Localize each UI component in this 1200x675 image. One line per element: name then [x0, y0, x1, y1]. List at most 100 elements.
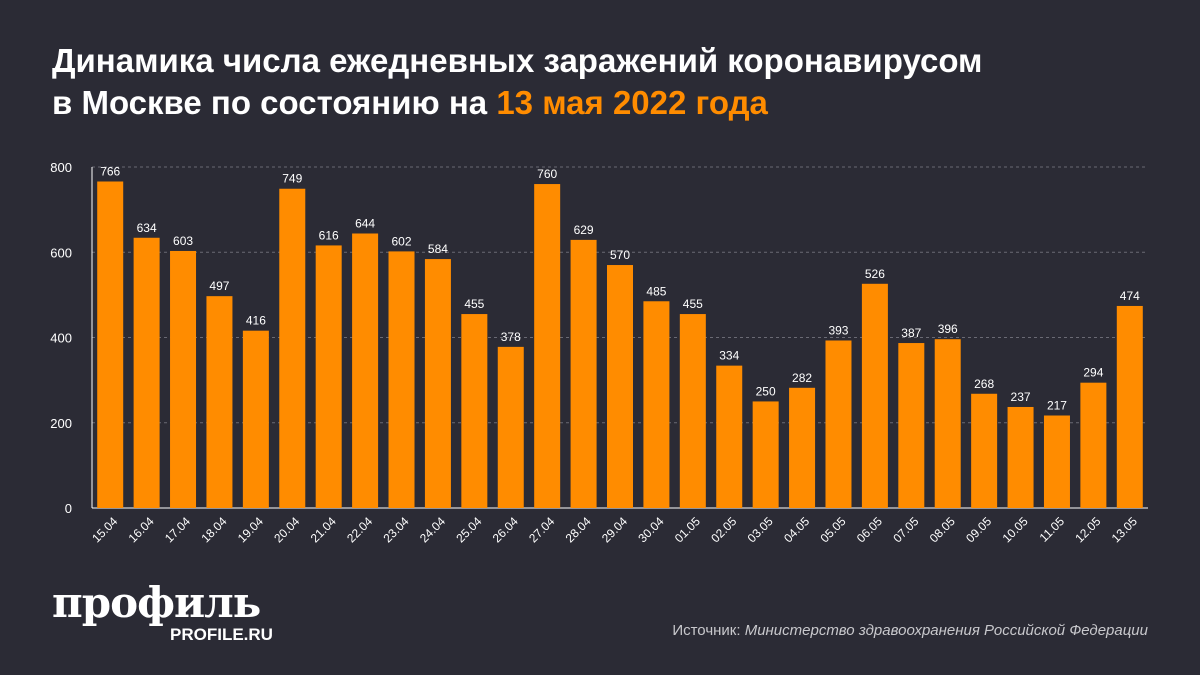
x-tick-label: 13.05 [1109, 514, 1140, 545]
data-label: 387 [901, 326, 921, 340]
title-line-1: Динамика числа ежедневных заражений коро… [52, 42, 983, 79]
data-label: 603 [173, 234, 193, 248]
x-tick-label: 11.05 [1037, 514, 1068, 545]
x-tick-label: 22.04 [344, 514, 375, 545]
source-label: Источник: [672, 622, 745, 639]
data-labels: 766 634 603 497 416 749 616 644 602 584 455 378 760 6… [100, 164, 1140, 412]
bar [570, 239, 597, 509]
x-tick-label: 29.04 [599, 514, 630, 545]
bar [133, 237, 160, 508]
bar [534, 184, 561, 509]
logo-url: PROFILE.RU [170, 625, 273, 644]
y-tick-label: 400 [50, 331, 72, 346]
x-tick-label: 21.04 [308, 514, 339, 545]
logo: профиль [52, 578, 261, 627]
bar [789, 387, 816, 508]
x-tick-label: 06.05 [854, 514, 885, 545]
bar [461, 314, 488, 508]
x-tick-label: 19.04 [235, 514, 266, 545]
data-label: 485 [646, 284, 666, 298]
bar [716, 365, 743, 508]
source-value: Министерство здравоохранения Российской … [744, 622, 1148, 639]
data-label: 217 [1047, 399, 1067, 413]
bar [971, 393, 998, 508]
x-tick-label: 16.04 [126, 514, 157, 545]
data-label: 497 [209, 279, 229, 293]
bar [607, 265, 633, 508]
bar [934, 339, 961, 508]
x-tick-label: 12.05 [1072, 514, 1103, 545]
y-axis: 0 200 400 600 800 [50, 160, 72, 516]
data-label: 396 [938, 322, 958, 336]
x-axis: 15.04 16.04 17.04 18.04 19.04 20.04 21.04 22.04… [89, 514, 1140, 545]
data-label: 760 [537, 167, 557, 181]
x-tick-label: 07.05 [890, 514, 921, 545]
data-label: 644 [355, 216, 375, 230]
data-label: 282 [792, 371, 812, 385]
bar [1116, 305, 1143, 508]
bar [242, 330, 269, 508]
data-label: 570 [610, 248, 630, 262]
y-tick-label: 600 [50, 245, 72, 260]
bar [861, 283, 888, 508]
y-tick-label: 0 [65, 501, 72, 516]
bar [170, 250, 197, 508]
data-label: 526 [865, 267, 885, 281]
data-label: 749 [282, 172, 302, 186]
x-tick-label: 17.04 [162, 514, 193, 545]
x-tick-label: 18.04 [198, 514, 229, 545]
source-note: Источник: Министерство здравоохранения Р… [672, 622, 1148, 639]
x-tick-label: 01.05 [672, 514, 703, 545]
bar [315, 245, 342, 508]
x-tick-label: 26.04 [490, 514, 521, 545]
x-tick-label: 10.05 [1000, 514, 1031, 545]
data-label: 294 [1083, 366, 1103, 380]
data-label: 378 [501, 330, 521, 344]
x-tick-label: 08.05 [927, 514, 958, 545]
y-tick-label: 800 [50, 160, 72, 175]
bar [206, 296, 233, 508]
data-label: 455 [683, 297, 703, 311]
bars [97, 181, 1143, 509]
x-tick-label: 15.04 [89, 514, 120, 545]
bar [97, 181, 124, 508]
chart-title: Динамика числа ежедневных заражений коро… [52, 40, 982, 124]
x-tick-label: 25.04 [453, 514, 484, 545]
title-line-2: в Москве по состоянию на [52, 84, 497, 121]
y-tick-label: 200 [50, 416, 72, 431]
x-tick-label: 04.05 [781, 514, 812, 545]
bar [1043, 415, 1070, 508]
x-tick-label: 24.04 [417, 514, 448, 545]
data-label: 474 [1120, 289, 1140, 303]
bar [352, 233, 379, 508]
bar [643, 301, 670, 508]
data-label: 250 [756, 384, 776, 398]
data-label: 602 [392, 234, 412, 248]
bar [752, 401, 779, 508]
x-tick-label: 20.04 [271, 514, 302, 545]
bar [279, 188, 306, 508]
bar [898, 343, 925, 508]
bar [424, 259, 451, 508]
x-tick-label: 02.05 [708, 514, 739, 545]
title-date: 13 мая 2022 года [496, 84, 768, 121]
x-tick-label: 03.05 [745, 514, 776, 545]
data-label: 334 [719, 349, 739, 363]
bar [825, 340, 852, 508]
x-tick-label: 09.05 [963, 514, 994, 545]
data-label: 766 [100, 164, 120, 178]
x-tick-label: 30.04 [635, 514, 666, 545]
x-tick-label: 28.04 [563, 514, 594, 545]
bar [388, 251, 415, 508]
x-tick-label: 23.04 [381, 514, 412, 545]
data-label: 455 [464, 297, 484, 311]
data-label: 268 [974, 377, 994, 391]
data-label: 416 [246, 314, 266, 328]
data-label: 634 [137, 221, 157, 235]
bar [1080, 382, 1107, 508]
x-tick-label: 05.05 [817, 514, 848, 545]
bar [1007, 406, 1034, 508]
data-label: 393 [828, 323, 848, 337]
data-label: 616 [319, 228, 339, 242]
